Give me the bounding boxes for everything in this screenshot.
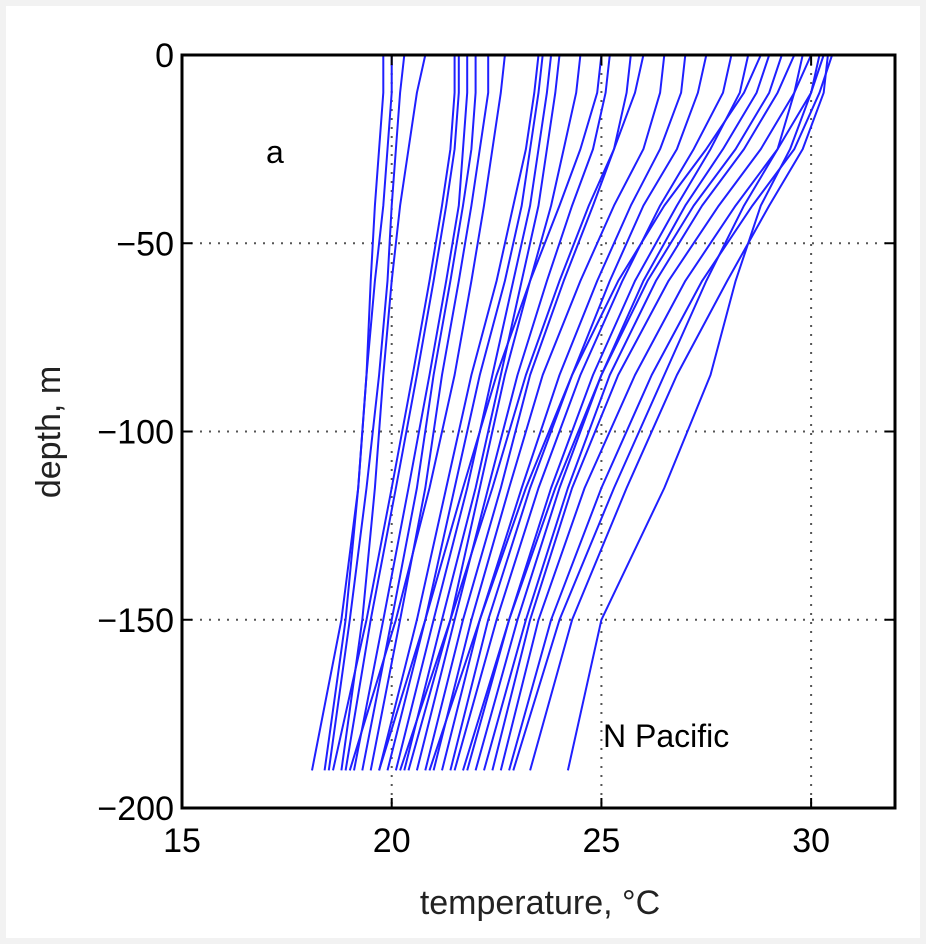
profile-line (378, 54, 603, 771)
profile-line (323, 55, 393, 771)
profile-line (407, 54, 582, 771)
profile-line (353, 55, 469, 771)
axis-ticks: 15 20 25 30 0 −50 −100 −150 −200 (97, 37, 895, 860)
profile-line (311, 55, 385, 771)
profile-line (378, 54, 540, 771)
region-label: N Pacific (603, 718, 729, 754)
profile-line (566, 54, 821, 771)
y-axis-label: depth, m (30, 366, 68, 498)
profile-line (474, 54, 771, 771)
profile-line (512, 54, 804, 771)
profile-line (441, 54, 687, 771)
profile-line (449, 54, 708, 771)
profile-line (344, 55, 460, 771)
x-axis-label: temperature, °C (420, 884, 660, 922)
profile-line (491, 54, 813, 771)
profile-line (327, 54, 406, 771)
x-tick-label: 20 (373, 822, 411, 860)
profile-line (369, 55, 490, 771)
profile-line (483, 54, 796, 771)
y-tick-label: −150 (97, 602, 174, 640)
x-tick-label: 25 (582, 822, 620, 860)
profile-line (462, 54, 750, 771)
y-tick-label: −50 (116, 225, 174, 263)
profile-line (332, 55, 456, 771)
panel-label: a (266, 134, 284, 170)
profile-line (453, 54, 733, 771)
x-tick-label: 30 (792, 822, 830, 860)
profile-line (399, 54, 645, 771)
profile-line (508, 54, 834, 771)
profile-line (403, 54, 561, 771)
y-tick-label: −200 (97, 790, 174, 828)
y-tick-label: −100 (97, 414, 174, 452)
profile-line (428, 54, 762, 771)
profile-line (415, 54, 611, 771)
profile-line (424, 54, 632, 771)
profile-line (361, 55, 477, 771)
profile-line (348, 54, 506, 771)
profile-line (432, 54, 666, 771)
profile-line (386, 54, 544, 771)
profile-line (499, 54, 825, 771)
profile-lines (311, 54, 834, 771)
plot-area-border (180, 53, 897, 810)
y-tick-label: 0 (155, 37, 174, 75)
x-tick-label: 15 (163, 822, 201, 860)
profile-line (529, 54, 829, 771)
grid-lines (182, 55, 895, 808)
profile-line (340, 54, 427, 771)
profile-line (394, 54, 553, 771)
profile-line (466, 54, 783, 771)
